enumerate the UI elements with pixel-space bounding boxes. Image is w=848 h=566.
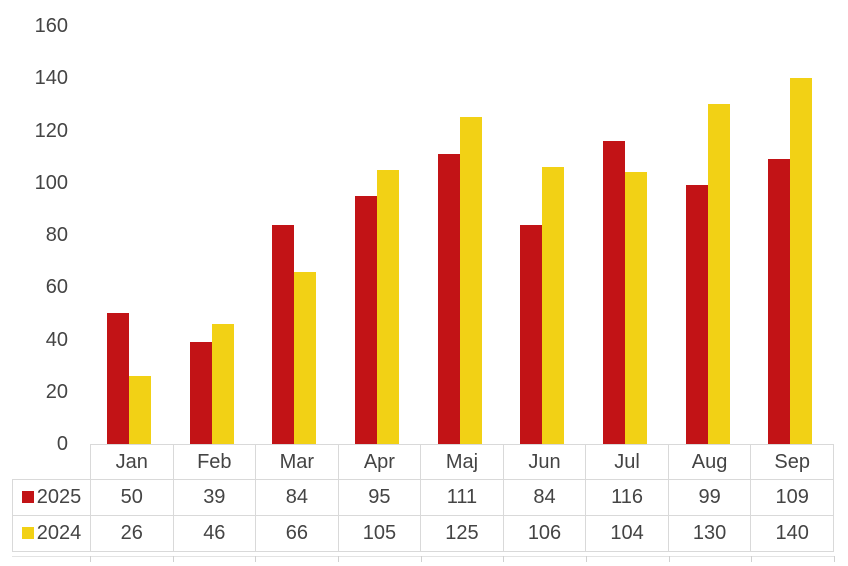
column-header-Apr: Apr: [337, 444, 422, 480]
column-header-Jan: Jan: [90, 444, 174, 480]
cell-2024-Sep: 140: [750, 515, 834, 552]
bar-2024-Jun: [542, 167, 565, 444]
category-axis-tick: [834, 556, 835, 562]
column-header-Feb: Feb: [172, 444, 257, 480]
cell-2025-Sep: 109: [750, 479, 834, 516]
y-tick-label-80: 80: [45, 224, 68, 246]
cell-2024-Jul: 104: [585, 515, 669, 552]
cell-2024-Mar: 66: [255, 515, 339, 552]
category-axis-tick: [255, 556, 257, 562]
category-axis-line: [12, 556, 834, 557]
category-axis-tick: [338, 556, 339, 562]
category-axis-tick: [90, 556, 91, 562]
bar-2024-Jan: [129, 376, 151, 444]
table-row-2024: 2024 26 46 66 105 125 106 104 130 140: [12, 515, 834, 552]
y-tick-label-100: 100: [34, 171, 68, 194]
cell-2024-Jun: 106: [502, 515, 587, 552]
table-row-2025: 2025 50 39 84 95 111 84 116 99 109: [12, 479, 834, 516]
cell-2024-Aug: 130: [667, 515, 752, 552]
cell-2024-Apr: 105: [337, 515, 422, 552]
bar-2025-Maj: [437, 154, 460, 444]
bar-2025-Aug: [685, 185, 708, 444]
bar-2025-Mar: [272, 224, 295, 444]
plot-area: [90, 26, 834, 444]
y-axis-labels: 0 20 40 60 80 100 120 140 160: [0, 16, 68, 454]
bar-2024-Aug: [707, 104, 730, 444]
cell-2025-Maj: 111: [420, 479, 504, 516]
series-label-2025: 2025: [36, 486, 82, 508]
bar-2024-Maj: [459, 117, 482, 444]
column-header-Aug: Aug: [667, 444, 752, 480]
column-header-Maj: Maj: [420, 444, 504, 480]
data-table-body: Jan Feb Mar Apr Maj Jun Jul Aug Sep 2025 50 39 84 95 1…: [12, 444, 834, 552]
cell-2025-Aug: 99: [667, 479, 752, 516]
bar-2024-Apr: [377, 169, 399, 444]
cell-2024-Maj: 125: [420, 515, 504, 552]
cell-2025-Jan: 50: [90, 479, 174, 516]
cell-2024-Feb: 46: [172, 515, 257, 552]
y-tick-label-40: 40: [45, 328, 68, 351]
bar-2025-Apr: [355, 195, 377, 444]
legend-swatch-2025: [21, 491, 34, 503]
category-axis-tick: [420, 556, 422, 562]
cell-2025-Jun: 84: [502, 479, 587, 516]
bar-2024-Mar: [294, 271, 317, 444]
category-axis-tick: [172, 556, 174, 562]
row-header-2024: 2024: [12, 515, 91, 552]
data-table: Jan Feb Mar Apr Maj Jun Jul Aug Sep 2025 50 39 84 95 1…: [12, 444, 834, 552]
column-header-Jun: Jun: [502, 444, 587, 480]
column-header-Sep: Sep: [750, 444, 834, 480]
row-header-2025: 2025: [12, 479, 91, 516]
y-tick-label-120: 120: [34, 119, 68, 142]
cell-2025-Apr: 95: [337, 479, 422, 516]
cell-2024-Jan: 26: [90, 515, 174, 552]
category-axis-tick: [668, 556, 670, 562]
category-axis-tick: [503, 556, 505, 562]
y-tick-label-0: 0: [56, 433, 68, 455]
table-corner-cell: [13, 445, 91, 480]
bar-2024-Feb: [211, 323, 234, 444]
y-tick-label-20: 20: [45, 380, 68, 403]
column-header-Mar: Mar: [255, 444, 339, 480]
column-header-Jul: Jul: [585, 444, 669, 480]
cell-2025-Mar: 84: [255, 479, 339, 516]
y-tick-label-160: 160: [34, 15, 68, 37]
bar-2024-Sep: [790, 78, 813, 444]
bar-2025-Jul: [603, 140, 625, 444]
series-label-2024: 2024: [36, 522, 82, 544]
bar-2025-Feb: [189, 342, 212, 444]
table-header-row: Jan Feb Mar Apr Maj Jun Jul Aug Sep: [13, 444, 834, 480]
category-axis-tick: [586, 556, 587, 562]
cell-2025-Feb: 39: [172, 479, 257, 516]
bar-2025-Sep: [768, 159, 791, 444]
legend-swatch-2024: [21, 527, 34, 539]
category-axis-tick: [751, 556, 753, 562]
bar-2025-Jun: [520, 224, 543, 444]
bar-2025-Jan: [107, 313, 129, 444]
y-tick-label-60: 60: [45, 276, 68, 299]
y-tick-label-140: 140: [34, 67, 68, 90]
cell-2025-Jul: 116: [585, 479, 669, 516]
bar-2024-Jul: [625, 172, 647, 444]
